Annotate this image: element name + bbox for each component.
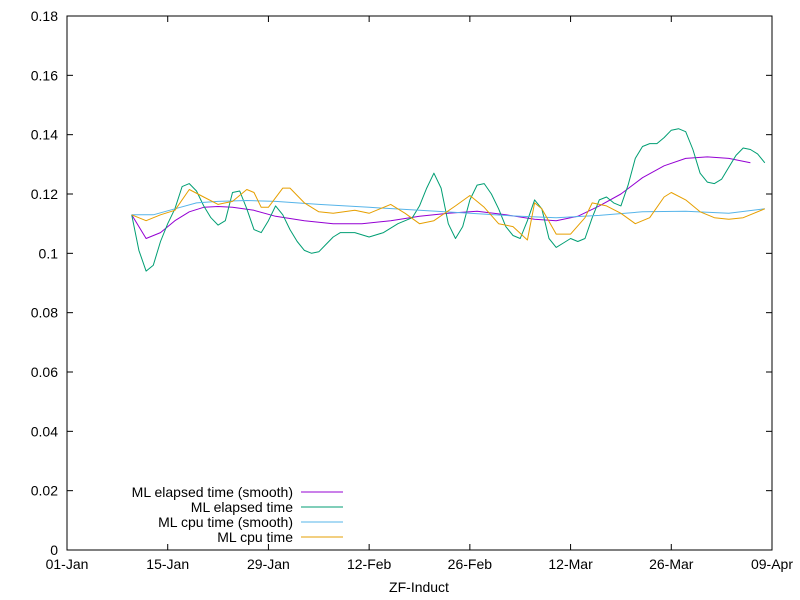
x-tick-label: 01-Jan	[46, 556, 89, 572]
y-tick-label: 0.1	[39, 245, 59, 261]
y-tick-label: 0.06	[31, 364, 58, 380]
x-tick-label: 09-Apr	[751, 556, 793, 572]
y-tick-label: 0.02	[31, 483, 58, 499]
y-tick-label: 0.14	[31, 127, 58, 143]
y-tick-label: 0.18	[31, 8, 58, 24]
series-line-1	[131, 156, 751, 239]
legend: ML elapsed time (smooth)ML elapsed timeM…	[132, 484, 343, 545]
x-tick-label: 12-Mar	[548, 556, 593, 572]
x-tick-label: 15-Jan	[146, 556, 189, 572]
x-tick-label: 26-Mar	[649, 556, 694, 572]
axis-tick-labels: 0 0.02 0.04 0.06 0.08 0.1 0.12 0.14 0.16 0.18 01-J…	[31, 8, 794, 572]
x-tick-label: 26-Feb	[448, 556, 493, 572]
series-line-2	[131, 128, 766, 272]
legend-label: ML elapsed time	[191, 499, 293, 515]
plot-frame	[66, 15, 773, 551]
x-tick-label: 29-Jan	[247, 556, 290, 572]
y-tick-label: 0.12	[31, 186, 58, 202]
y-tick-label: 0.08	[31, 305, 58, 321]
axis-ticks	[66, 15, 773, 551]
series-line-3	[131, 200, 765, 219]
x-axis-label: ZF-Induct	[389, 579, 449, 595]
y-tick-label: 0	[50, 542, 58, 558]
legend-label: ML cpu time (smooth)	[158, 514, 293, 530]
legend-label: ML cpu time	[217, 529, 293, 545]
series-line-4	[131, 187, 765, 241]
y-tick-label: 0.04	[31, 423, 58, 439]
x-tick-label: 12-Feb	[347, 556, 392, 572]
legend-label: ML elapsed time (smooth)	[132, 484, 293, 500]
y-tick-label: 0.16	[31, 67, 58, 83]
series-lines	[131, 128, 766, 272]
